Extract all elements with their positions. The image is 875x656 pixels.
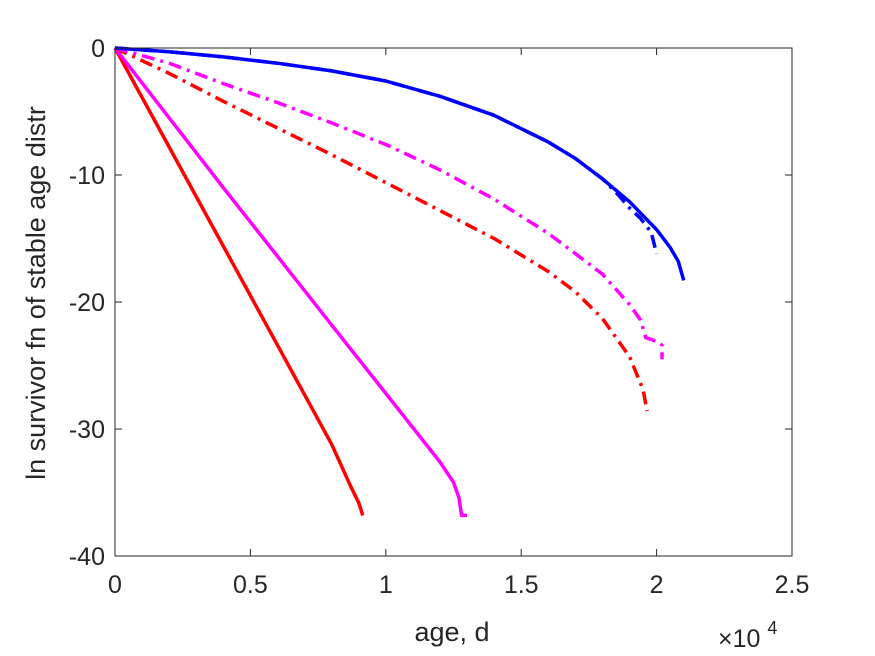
x-tick-label: 2.5 xyxy=(775,571,810,599)
y-tick-label: -10 xyxy=(69,162,105,190)
y-tick-label: -40 xyxy=(69,543,105,571)
x-axis-exponent-base: ×10 xyxy=(718,625,760,653)
x-tick-label: 0 xyxy=(108,571,122,599)
series-layer xyxy=(113,46,686,518)
x-tick-label: 2 xyxy=(650,571,664,599)
x-tick-label: 0.5 xyxy=(233,571,268,599)
y-axis-label: ln survivor fn of stable age distr xyxy=(21,106,51,480)
x-axis-exponent: ×10 4 xyxy=(718,618,777,653)
series-line-3 xyxy=(114,46,649,412)
x-tick-label: 1 xyxy=(379,571,393,599)
x-axis-exponent-power: 4 xyxy=(767,618,777,638)
series-line-1 xyxy=(113,47,365,516)
series-line-6 xyxy=(114,46,686,281)
y-tick-label: -30 xyxy=(69,416,105,444)
y-tick-label: 0 xyxy=(91,35,105,63)
ticks-layer: 0 0.5 1 1.5 2 2.5 0 -10 -20 -30 -40 xyxy=(69,35,810,599)
y-tick-label: -20 xyxy=(69,289,105,317)
series-line-2 xyxy=(113,46,467,518)
x-axis-label: age, d xyxy=(414,617,489,647)
x-tick-label: 1.5 xyxy=(504,571,539,599)
series-line-4 xyxy=(114,46,664,360)
